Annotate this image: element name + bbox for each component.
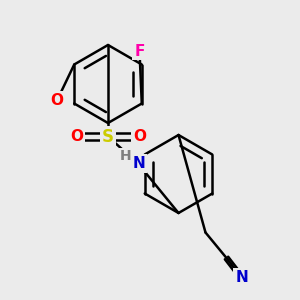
Text: F: F: [134, 44, 145, 59]
Text: H: H: [120, 149, 132, 163]
Text: O: O: [50, 93, 64, 108]
Text: N: N: [133, 156, 146, 171]
Text: S: S: [102, 128, 114, 146]
Text: O: O: [70, 129, 83, 144]
Text: O: O: [133, 129, 146, 144]
Text: N: N: [235, 270, 248, 285]
